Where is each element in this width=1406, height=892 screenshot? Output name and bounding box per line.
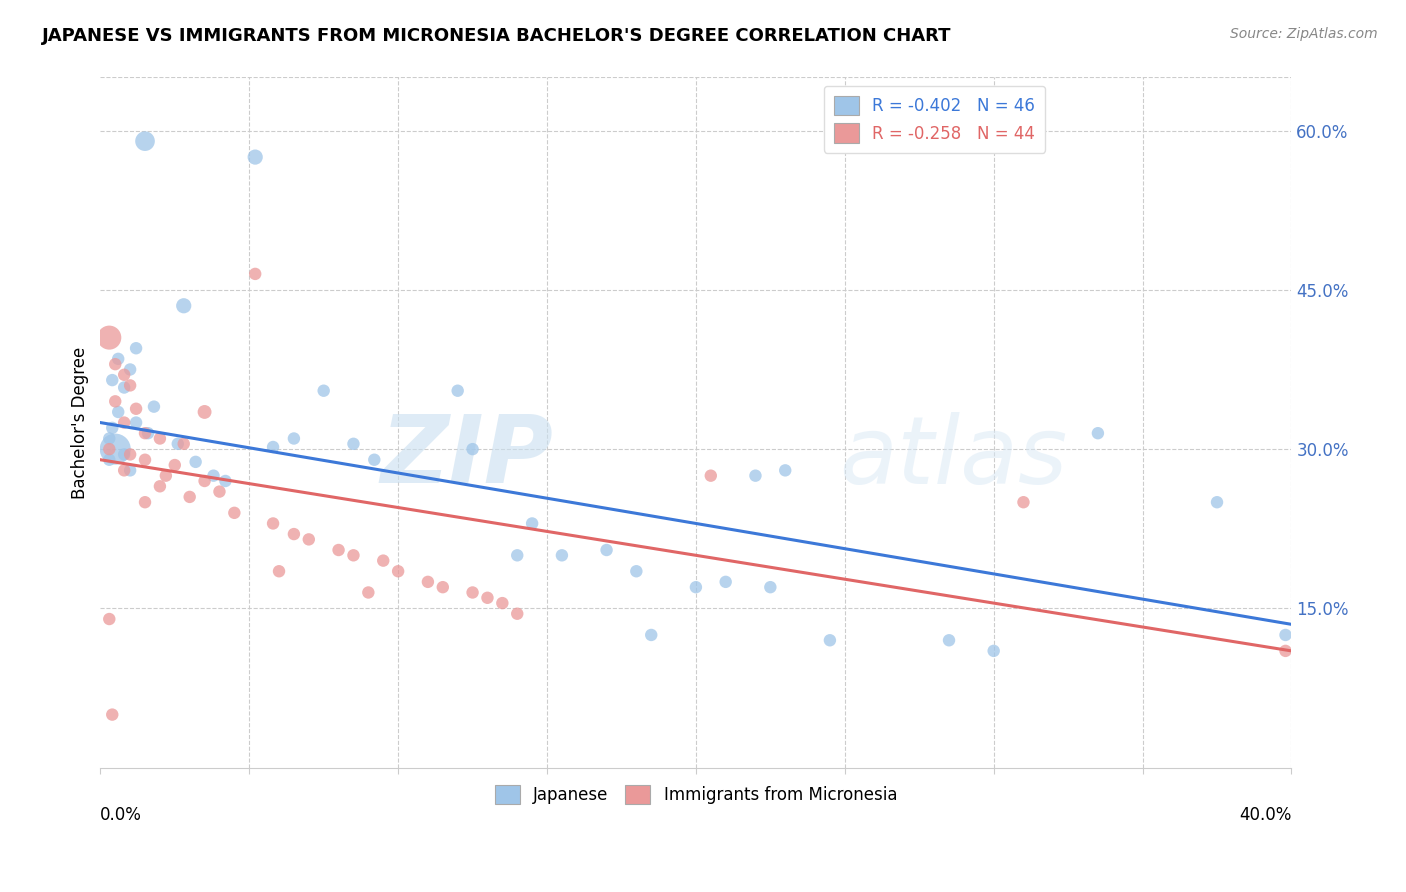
Point <box>640 628 662 642</box>
Point <box>173 299 195 313</box>
Point <box>262 440 284 454</box>
Point <box>120 378 142 392</box>
Point <box>149 432 172 446</box>
Point <box>744 468 766 483</box>
Point <box>357 585 380 599</box>
Point <box>551 549 574 563</box>
Point <box>98 612 121 626</box>
Point <box>125 401 148 416</box>
Legend: Japanese, Immigrants from Micronesia: Japanese, Immigrants from Micronesia <box>488 779 904 811</box>
Point <box>387 564 409 578</box>
Point <box>818 633 841 648</box>
Point <box>101 421 124 435</box>
Text: Source: ZipAtlas.com: Source: ZipAtlas.com <box>1230 27 1378 41</box>
Point <box>506 549 529 563</box>
Point <box>373 554 395 568</box>
Point <box>938 633 960 648</box>
Point <box>155 468 177 483</box>
Text: atlas: atlas <box>839 411 1067 502</box>
Point <box>224 506 246 520</box>
Point <box>267 564 290 578</box>
Point <box>432 580 454 594</box>
Point <box>112 463 135 477</box>
Point <box>112 447 135 461</box>
Point <box>461 585 484 599</box>
Point <box>283 432 305 446</box>
Point <box>700 468 723 483</box>
Point <box>1274 644 1296 658</box>
Point <box>134 495 156 509</box>
Point <box>120 463 142 477</box>
Point <box>166 437 188 451</box>
Text: ZIP: ZIP <box>380 411 553 503</box>
Point <box>194 474 217 488</box>
Point <box>202 468 225 483</box>
Point <box>98 432 121 446</box>
Point <box>120 362 142 376</box>
Point <box>477 591 499 605</box>
Point <box>173 437 195 451</box>
Point <box>98 452 121 467</box>
Point <box>595 543 617 558</box>
Point <box>447 384 470 398</box>
Point <box>759 580 782 594</box>
Point <box>194 405 217 419</box>
Point <box>214 474 236 488</box>
Point <box>298 533 321 547</box>
Point <box>101 373 124 387</box>
Point <box>363 452 385 467</box>
Point <box>104 357 127 371</box>
Point <box>184 455 207 469</box>
Point <box>245 150 267 164</box>
Point <box>983 644 1005 658</box>
Point <box>125 416 148 430</box>
Point <box>208 484 231 499</box>
Point <box>112 368 135 382</box>
Text: 0.0%: 0.0% <box>100 805 142 823</box>
Point <box>1274 628 1296 642</box>
Point <box>283 527 305 541</box>
Point <box>107 405 129 419</box>
Point <box>506 607 529 621</box>
Point <box>262 516 284 531</box>
Point <box>520 516 543 531</box>
Point <box>136 426 159 441</box>
Point <box>685 580 707 594</box>
Point <box>626 564 648 578</box>
Point <box>342 437 364 451</box>
Point <box>98 442 121 456</box>
Point <box>342 549 364 563</box>
Point <box>112 416 135 430</box>
Point <box>112 380 135 394</box>
Text: 40.0%: 40.0% <box>1239 805 1292 823</box>
Point <box>179 490 201 504</box>
Point <box>134 426 156 441</box>
Point <box>328 543 350 558</box>
Point <box>120 447 142 461</box>
Point <box>1012 495 1035 509</box>
Point <box>1206 495 1229 509</box>
Point <box>416 574 439 589</box>
Point <box>245 267 267 281</box>
Point <box>107 351 129 366</box>
Point <box>163 458 186 472</box>
Point <box>101 707 124 722</box>
Point <box>134 452 156 467</box>
Point <box>312 384 335 398</box>
Text: JAPANESE VS IMMIGRANTS FROM MICRONESIA BACHELOR'S DEGREE CORRELATION CHART: JAPANESE VS IMMIGRANTS FROM MICRONESIA B… <box>42 27 952 45</box>
Point <box>142 400 165 414</box>
Point <box>125 341 148 355</box>
Y-axis label: Bachelor's Degree: Bachelor's Degree <box>72 346 89 499</box>
Point <box>134 134 156 148</box>
Point <box>149 479 172 493</box>
Point <box>1087 426 1109 441</box>
Point <box>461 442 484 456</box>
Point <box>491 596 513 610</box>
Point <box>98 330 121 344</box>
Point <box>773 463 796 477</box>
Point <box>104 394 127 409</box>
Point <box>714 574 737 589</box>
Point <box>104 442 127 456</box>
